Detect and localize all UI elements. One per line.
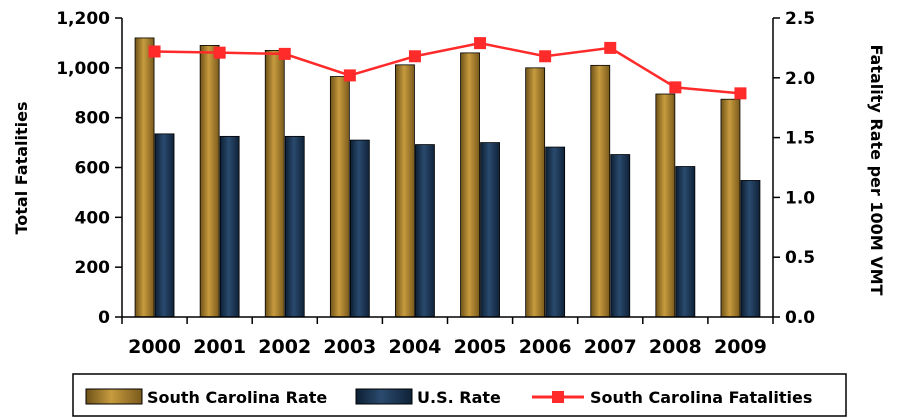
legend-marker-sc-fatalities bbox=[552, 391, 564, 403]
legend-label-sc-fatalities: South Carolina Fatalities bbox=[590, 388, 812, 407]
point-sc-fatalities bbox=[343, 69, 356, 82]
point-sc-fatalities bbox=[408, 50, 421, 63]
legend-swatch-us-rate bbox=[355, 388, 413, 405]
bar-us-rate bbox=[740, 180, 761, 318]
x-tick-label: 2005 bbox=[454, 336, 507, 358]
x-tick-label: 2006 bbox=[519, 336, 572, 358]
y2-axis-title: Fatality Rate per 100M VMT bbox=[867, 45, 886, 296]
right-tick-label: 2.0 bbox=[785, 69, 815, 89]
bar-us-rate bbox=[610, 154, 631, 318]
x-tick-label: 2007 bbox=[584, 336, 637, 358]
point-sc-fatalities bbox=[213, 46, 226, 59]
x-tick-label: 2002 bbox=[258, 336, 311, 358]
legend: South Carolina Rate U.S. Rate South Caro… bbox=[72, 373, 847, 417]
bar-sc-rate bbox=[655, 93, 676, 318]
x-tick-label: 2000 bbox=[128, 336, 181, 358]
bars-group bbox=[134, 37, 761, 318]
line-group bbox=[148, 37, 747, 100]
line-sc-fatalities bbox=[154, 41, 741, 95]
right-tick-label: 1.5 bbox=[785, 129, 815, 149]
left-tick-label: 800 bbox=[75, 109, 111, 129]
x-tick-label: 2001 bbox=[193, 336, 246, 358]
x-tick-label: 2008 bbox=[649, 336, 702, 358]
legend-label-us-rate: U.S. Rate bbox=[417, 388, 501, 407]
bar-sc-rate bbox=[720, 98, 741, 318]
x-tick-label: 2004 bbox=[389, 336, 442, 358]
point-sc-fatalities bbox=[278, 47, 291, 60]
legend-label-sc-rate: South Carolina Rate bbox=[147, 388, 327, 407]
bar-us-rate bbox=[545, 146, 566, 318]
point-sc-fatalities bbox=[669, 81, 682, 94]
bar-us-rate bbox=[284, 135, 305, 318]
bar-sc-rate bbox=[460, 52, 480, 318]
point-sc-fatalities bbox=[474, 37, 487, 50]
left-axis: 0 200 400 600 800 1,000 1,200 bbox=[56, 9, 123, 328]
x-tick-label: 2003 bbox=[323, 336, 376, 358]
legend-swatch-sc-rate bbox=[85, 388, 143, 405]
left-tick-label: 0 bbox=[98, 308, 110, 328]
bar-sc-rate bbox=[264, 49, 285, 318]
bar-us-rate bbox=[480, 142, 500, 318]
bar-us-rate bbox=[675, 166, 696, 318]
right-axis: 0.0 0.5 1.0 1.5 2.0 2.5 bbox=[772, 9, 815, 328]
point-sc-fatalities bbox=[148, 45, 161, 58]
bar-us-rate bbox=[349, 139, 370, 318]
right-tick-label: 1.0 bbox=[785, 188, 815, 208]
left-tick-label: 1,000 bbox=[56, 59, 110, 79]
point-sc-fatalities bbox=[734, 87, 747, 100]
left-tick-label: 1,200 bbox=[56, 9, 110, 29]
left-tick-label: 400 bbox=[75, 208, 111, 228]
right-tick-label: 2.5 bbox=[785, 9, 815, 29]
point-sc-fatalities bbox=[539, 50, 552, 63]
bar-sc-rate bbox=[134, 37, 155, 318]
bar-us-rate bbox=[415, 144, 435, 318]
x-tick-label: 2009 bbox=[714, 336, 767, 358]
bar-us-rate bbox=[154, 133, 175, 318]
right-tick-label: 0.0 bbox=[785, 308, 815, 328]
bar-sc-rate bbox=[395, 64, 415, 318]
bar-sc-rate bbox=[525, 67, 546, 318]
x-axis: 2000 2001 2002 2003 2004 2005 2006 2007 2008 2009 bbox=[121, 316, 774, 358]
bar-us-rate bbox=[219, 135, 240, 318]
bar-sc-rate bbox=[329, 76, 350, 318]
bar-sc-rate bbox=[199, 45, 220, 318]
point-sc-fatalities bbox=[604, 41, 617, 54]
y-axis-title: Total Fatalities bbox=[12, 102, 31, 235]
right-tick-label: 0.5 bbox=[785, 248, 815, 268]
legend-frame bbox=[72, 373, 847, 417]
left-tick-label: 600 bbox=[75, 159, 111, 179]
left-tick-label: 200 bbox=[75, 258, 111, 278]
bar-sc-rate bbox=[590, 64, 611, 318]
